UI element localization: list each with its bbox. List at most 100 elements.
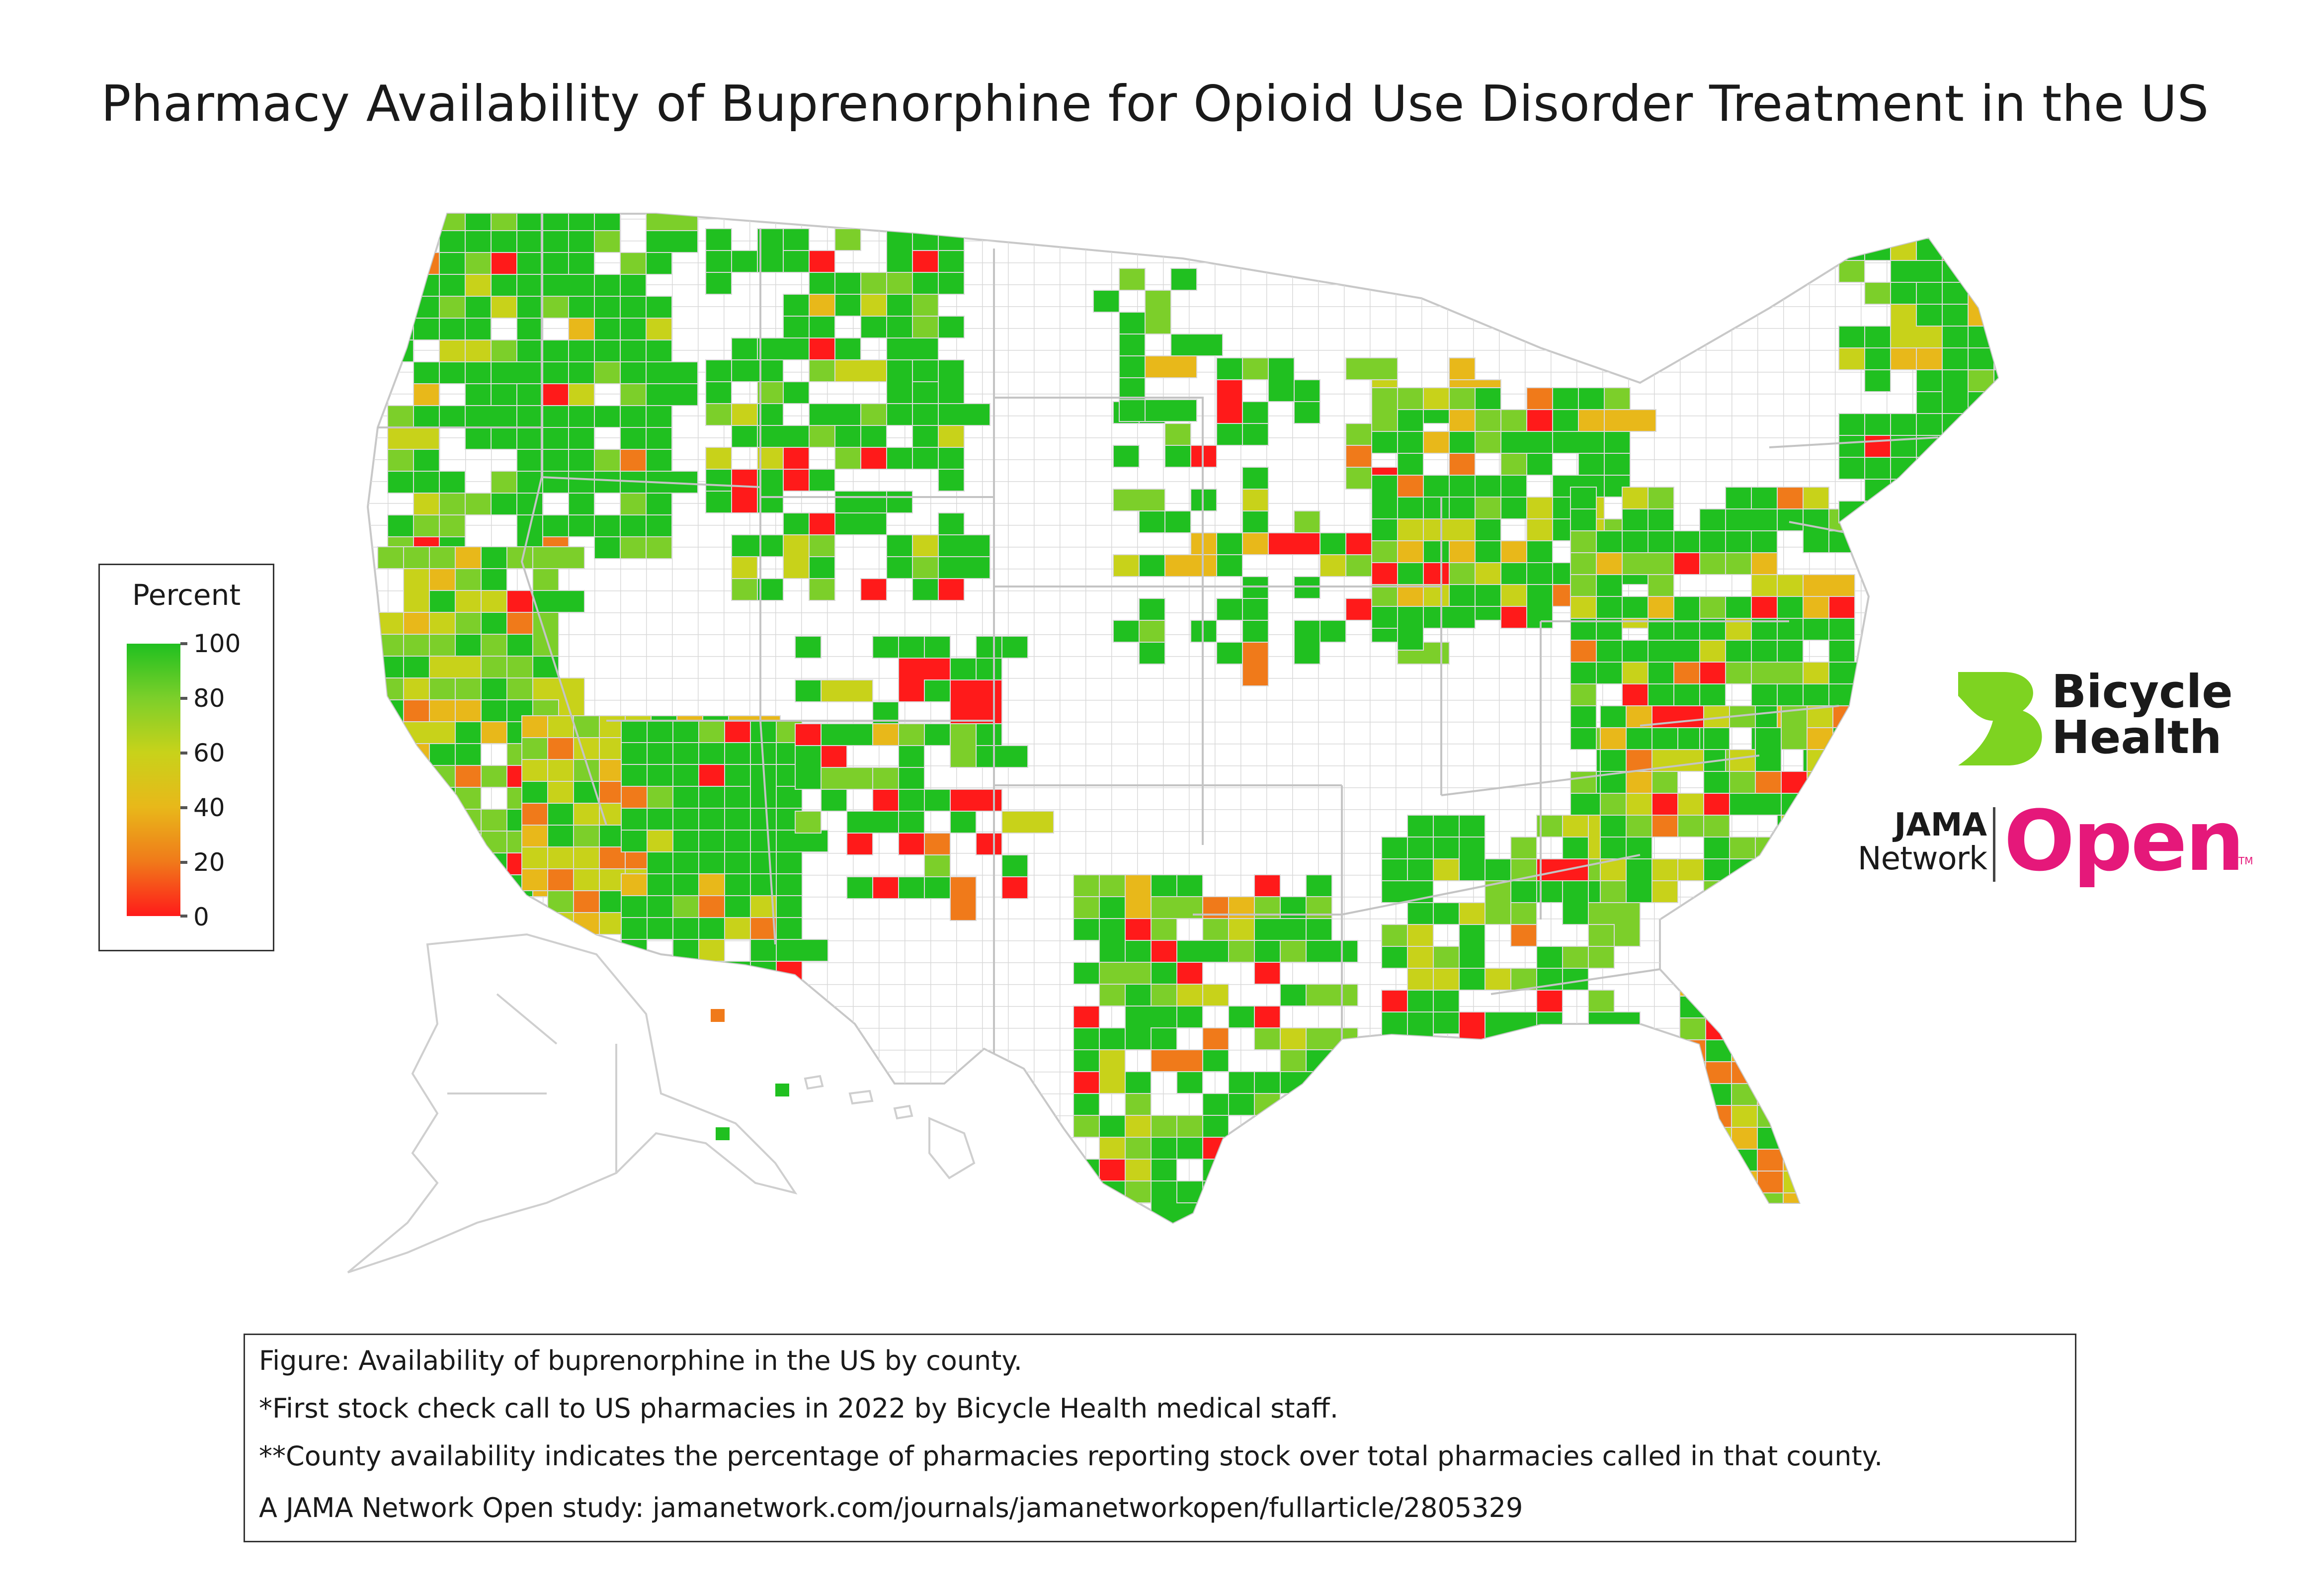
- county-cell: [731, 425, 758, 448]
- county-cell: [1475, 409, 1501, 432]
- county-cell: [1164, 423, 1191, 446]
- color-legend: Percent 100 80 60 40 20 0: [98, 564, 274, 951]
- county-cell: [1604, 431, 1631, 454]
- county-cell: [1993, 413, 1998, 458]
- county-cell: [621, 808, 648, 831]
- county-cell: [429, 874, 482, 897]
- county-cell: [646, 383, 698, 406]
- county-cell: [912, 534, 939, 557]
- county-cell: [1562, 815, 1589, 838]
- county-cell: [1731, 1171, 1758, 1193]
- county-cell: [621, 764, 648, 787]
- county-cell: [1099, 1115, 1126, 1138]
- county-cell: [1254, 918, 1307, 941]
- county-cell: [898, 745, 925, 768]
- county-cell: [429, 809, 456, 832]
- county-cell: [403, 787, 430, 832]
- county-cell: [1783, 974, 1835, 997]
- county-cell: [1552, 387, 1579, 410]
- county-cell: [1536, 990, 1563, 1012]
- county-cell: [1125, 940, 1152, 963]
- county-cell: [491, 493, 517, 515]
- county-cell: [1781, 771, 1808, 794]
- health-word: Health: [2052, 711, 2222, 764]
- figure-notes-box: Figure: Availability of buprenorphine in…: [244, 1334, 2076, 1542]
- county-cell: [886, 294, 913, 317]
- county-cell: [1280, 1115, 1307, 1138]
- county-cell: [1679, 996, 1706, 1018]
- county-cell: [1864, 326, 1891, 348]
- county-cell: [439, 318, 466, 340]
- county-cell: [1397, 431, 1424, 454]
- county-cell: [1731, 974, 1758, 997]
- county-cell: [1397, 409, 1424, 432]
- county-cell: [1280, 940, 1307, 963]
- county-cell: [542, 449, 569, 472]
- county-cell: [1570, 640, 1597, 663]
- county-cell: [1626, 815, 1652, 838]
- county-cell: [516, 274, 543, 297]
- county-cell: [1731, 1061, 1758, 1084]
- county-cell: [1433, 968, 1460, 991]
- county-cell: [1254, 1071, 1281, 1094]
- county-cell: [821, 723, 873, 746]
- county-cell: [1113, 445, 1140, 468]
- county-cell: [1942, 260, 1969, 283]
- county-cell: [547, 737, 574, 760]
- county-cell: [1864, 238, 1891, 261]
- county-cell: [1381, 880, 1434, 903]
- county-cell: [377, 612, 404, 635]
- county-cell: [1807, 771, 1859, 794]
- county-cell: [516, 427, 543, 450]
- county-cell: [1254, 1027, 1281, 1050]
- county-cell: [1254, 962, 1281, 985]
- county-cell: [573, 737, 600, 760]
- county-cell: [1755, 771, 1782, 794]
- county-cell: [1475, 431, 1501, 454]
- county-cell: [757, 228, 784, 273]
- county-cell: [1838, 347, 1865, 370]
- state-boundaries: [378, 214, 1939, 1069]
- county-cell: [387, 296, 414, 319]
- county-cell: [1916, 369, 1943, 392]
- county-cell: [886, 272, 913, 295]
- county-cell: [1510, 924, 1537, 947]
- county-cell: [1345, 554, 1372, 577]
- county-cell: [1119, 312, 1146, 335]
- county-cell: [698, 742, 725, 765]
- county-cell: [731, 578, 758, 601]
- county-cell: [1622, 508, 1649, 531]
- county-cell: [387, 252, 414, 275]
- legend-tick: [180, 806, 187, 809]
- county-cell: [1242, 642, 1269, 686]
- county-cell: [1648, 640, 1700, 663]
- county-cell: [1500, 584, 1527, 607]
- county-cell: [1916, 347, 1943, 370]
- county-cell: [1151, 940, 1177, 963]
- county-cell: [938, 447, 965, 470]
- county-cell: [542, 361, 569, 384]
- county-cell: [809, 556, 835, 579]
- county-cell: [1705, 1171, 1732, 1193]
- county-cell: [1757, 1039, 1810, 1062]
- hawaii-outline: [804, 1075, 976, 1179]
- county-cell: [1626, 749, 1652, 772]
- county-cell: [1216, 379, 1243, 424]
- county-cell: [1916, 479, 1969, 502]
- county-cell: [1268, 357, 1295, 402]
- county-cell: [1306, 874, 1332, 897]
- county-cell: [1371, 475, 1398, 519]
- county-cell: [1731, 1017, 1784, 1040]
- county-cell: [491, 214, 517, 231]
- county-cell: [1755, 858, 1782, 881]
- county-cell: [1423, 606, 1476, 629]
- county-cell: [1423, 518, 1476, 541]
- county-cell: [1783, 1105, 1810, 1128]
- county-cell: [547, 803, 574, 826]
- county-cell: [568, 339, 595, 362]
- county-cell: [1500, 562, 1527, 585]
- county-cell: [1916, 457, 1943, 480]
- county-cell: [1306, 1159, 1332, 1203]
- county-cell: [532, 546, 585, 569]
- county-cell: [1968, 369, 1994, 392]
